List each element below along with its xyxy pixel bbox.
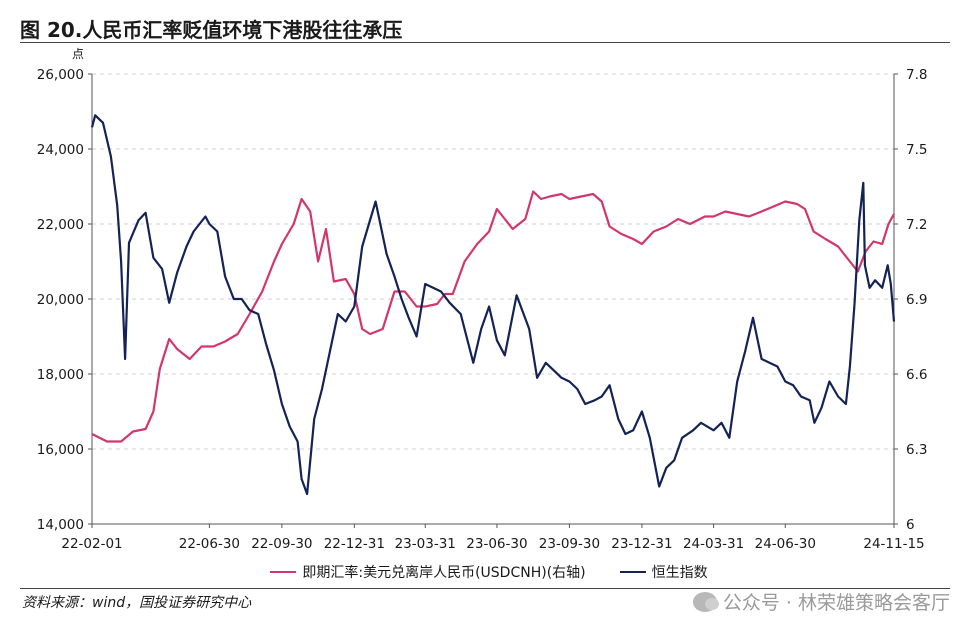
- left-tick-label: 24,000: [37, 142, 84, 158]
- left-tick-label: 18,000: [37, 367, 84, 383]
- watermark-text: 公众号 · 林荣雄策略会客厅: [722, 592, 950, 614]
- figure-title: 图 20.人民币汇率贬值环境下港股往往承压: [20, 18, 403, 42]
- gridlines: [92, 73, 894, 450]
- legend-swatch-hsi: [619, 571, 646, 573]
- tick-labels: 14,000 16,000 18,000 20,000 22,000 24,000 26,0…: [37, 47, 928, 552]
- usdcnh-line: [91, 190, 895, 443]
- left-tick-label: 14,000: [37, 517, 84, 533]
- x-tick-label: 23-03-31: [395, 536, 456, 552]
- x-tick-label: 24-03-31: [683, 536, 744, 552]
- hsi-line: [90, 114, 896, 496]
- chart-canvas: 14,000 16,000 18,000 20,000 22,000 24,000 26,0…: [37, 47, 928, 552]
- right-tick-label: 6.3: [906, 442, 927, 458]
- legend-item-hsi: 恒生指数: [619, 562, 708, 582]
- legend-label-hsi: 恒生指数: [651, 565, 708, 581]
- left-tick-label: 22,000: [37, 217, 84, 233]
- x-tick-label: 22-12-31: [324, 536, 385, 552]
- left-axis-unit: 点: [72, 47, 84, 61]
- x-tick-label: 22-06-30: [179, 536, 240, 552]
- x-tick-label: 24-11-15: [863, 536, 924, 552]
- left-tick-label: 26,000: [37, 67, 84, 83]
- legend: 即期汇率:美元兑离岸人民币(USDCNH)(右轴) 恒生指数: [0, 562, 978, 582]
- right-tick-label: 6: [906, 517, 915, 533]
- left-tick-label: 20,000: [37, 292, 84, 308]
- left-tick-label: 16,000: [37, 442, 84, 458]
- right-tick-label: 6.9: [906, 292, 927, 308]
- source-note: 资料来源：wind，国投证券研究中心: [22, 595, 252, 611]
- x-tick-label: 22-09-30: [251, 536, 312, 552]
- legend-item-usdcnh: 即期汇率:美元兑离岸人民币(USDCNH)(右轴): [270, 562, 586, 582]
- title-divider: [20, 42, 950, 43]
- wechat-icon: [692, 591, 719, 612]
- source-divider: [20, 588, 950, 589]
- right-tick-label: 7.2: [906, 217, 927, 233]
- x-tick-label: 22-02-01: [61, 536, 122, 552]
- right-tick-label: 6.6: [906, 367, 927, 383]
- legend-swatch-usdcnh: [270, 571, 297, 573]
- x-tick-label: 23-12-31: [611, 536, 672, 552]
- watermark: 公众号 · 林荣雄策略会客厅: [692, 588, 950, 615]
- series-lines: [90, 114, 896, 496]
- right-tick-label: 7.5: [906, 142, 927, 158]
- x-tick-label: 23-09-30: [539, 536, 600, 552]
- right-tick-label: 7.8: [906, 67, 927, 83]
- x-tick-label: 23-06-30: [466, 536, 527, 552]
- x-tick-label: 24-06-30: [755, 536, 816, 552]
- legend-label-usdcnh: 即期汇率:美元兑离岸人民币(USDCNH)(右轴): [302, 565, 586, 581]
- axes: [88, 73, 898, 528]
